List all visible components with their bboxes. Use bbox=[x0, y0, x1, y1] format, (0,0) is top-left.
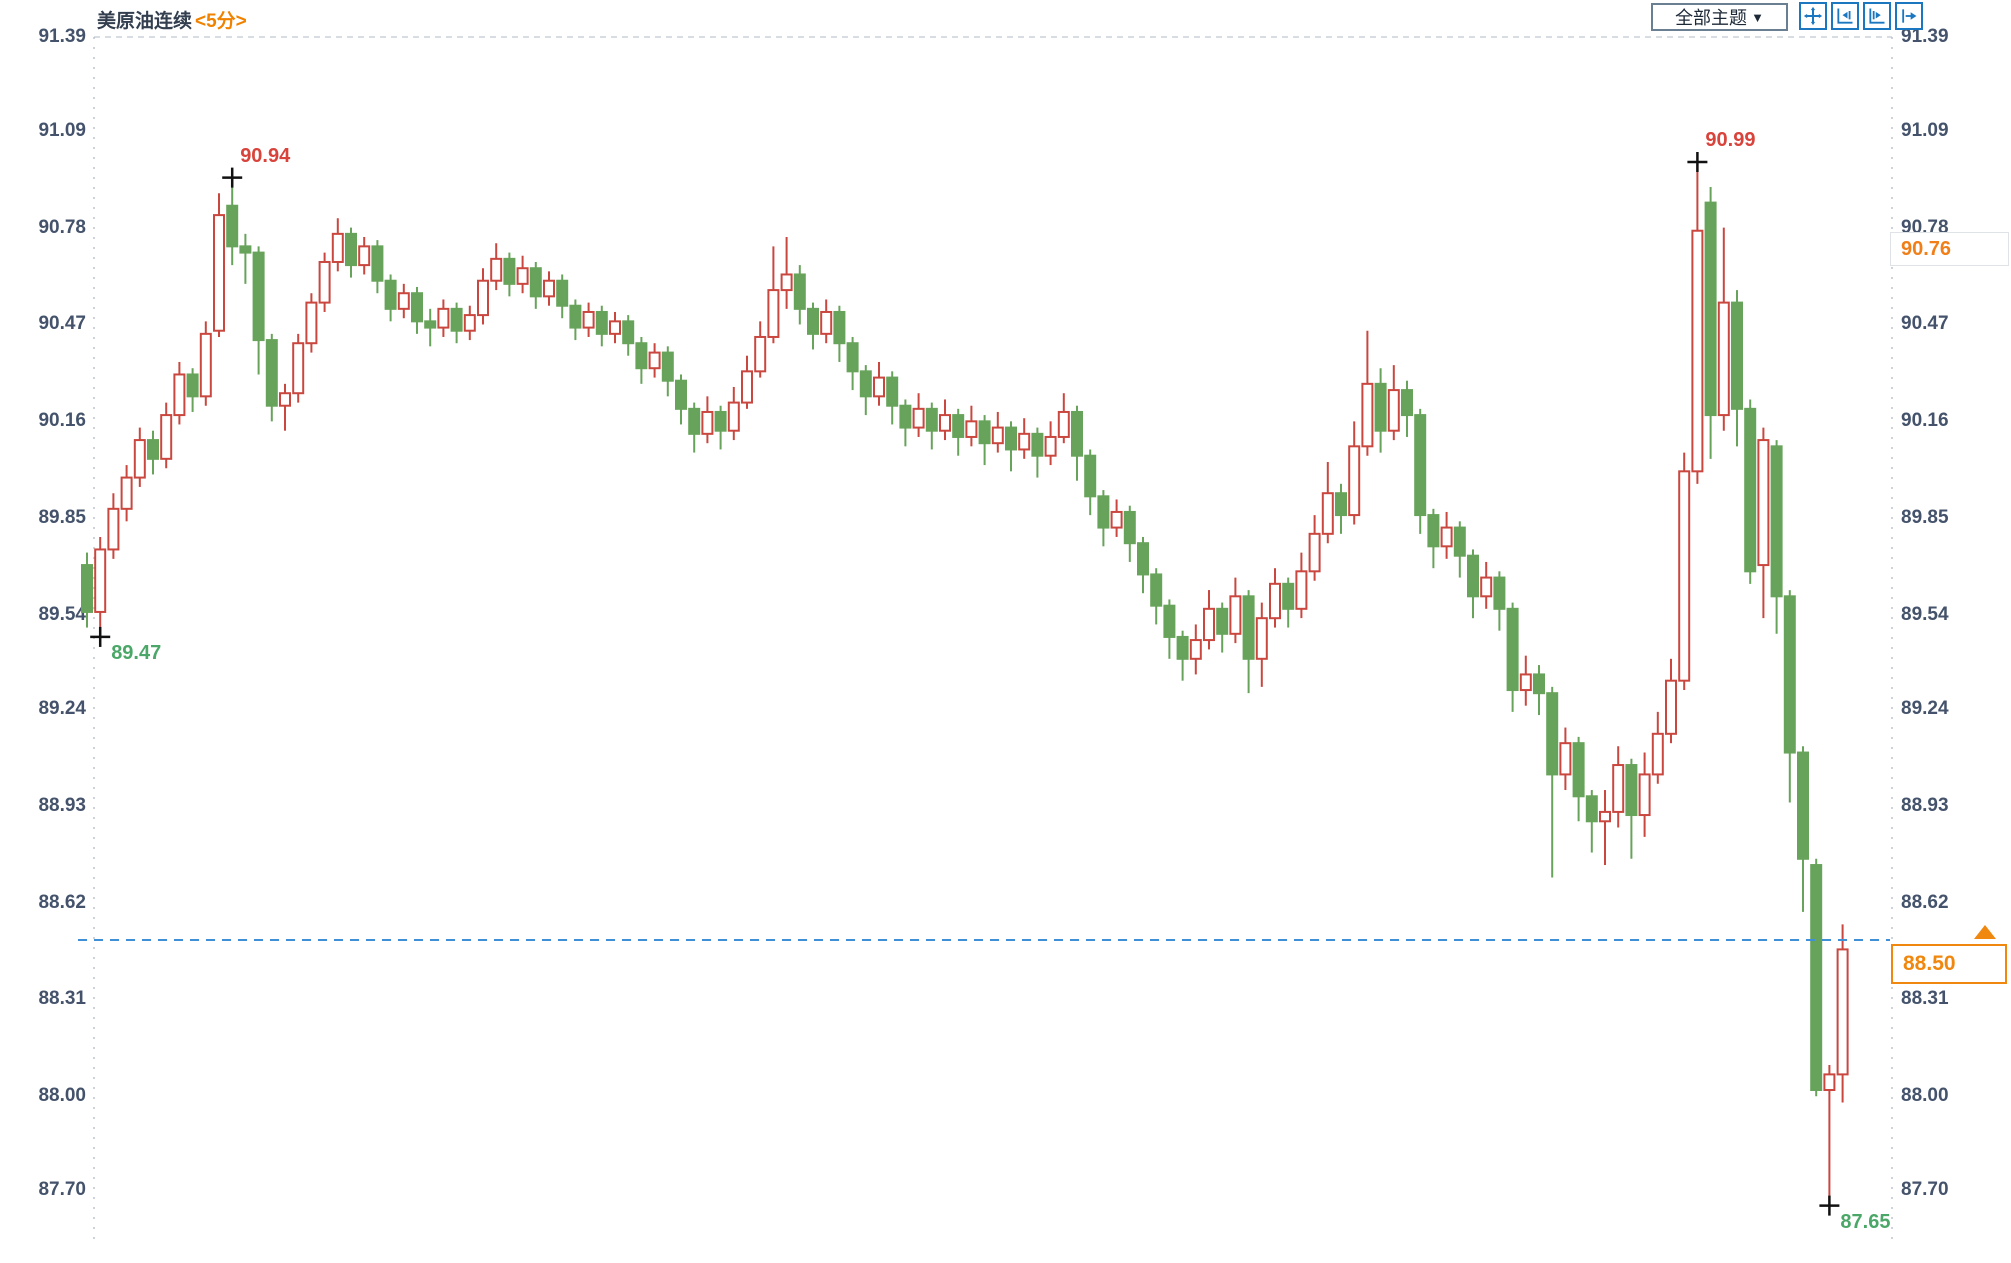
price-tick-label: 89.85 bbox=[38, 507, 86, 529]
compress-right-button[interactable] bbox=[1863, 2, 1891, 30]
crosshair-move-button[interactable] bbox=[1799, 2, 1827, 30]
chart-toolbar bbox=[1799, 2, 1923, 30]
price-tick-label: 90.47 bbox=[1901, 313, 1949, 335]
compress-left-button[interactable] bbox=[1831, 2, 1859, 30]
price-tick-label: 89.54 bbox=[1901, 604, 1949, 626]
last-price-flag: 88.50 bbox=[1891, 944, 2007, 985]
prev-close-label: 90.76 bbox=[1890, 231, 2009, 266]
price-tick-label: 91.09 bbox=[38, 119, 86, 141]
last-price-value: 88.50 bbox=[1903, 952, 1956, 976]
session-low-annotation: 89.47 bbox=[111, 641, 162, 664]
price-tick-label: 90.78 bbox=[38, 216, 86, 238]
price-tick-label: 91.39 bbox=[38, 26, 86, 47]
crosshair-move-icon bbox=[1803, 6, 1823, 26]
instrument-name: 美原油连续 bbox=[97, 11, 193, 32]
session-high2-annotation: 90.99 bbox=[1705, 128, 1756, 151]
price-tick-label: 88.00 bbox=[38, 1085, 86, 1107]
price-tick-label: 89.85 bbox=[1901, 507, 1949, 529]
price-tick-label: 88.93 bbox=[38, 794, 86, 816]
jump-to-latest-icon bbox=[1899, 6, 1919, 26]
prev-close-value: 90.76 bbox=[1901, 237, 1952, 260]
price-tick-label: 88.31 bbox=[1901, 988, 1949, 1010]
price-tick-label: 90.16 bbox=[1901, 410, 1949, 432]
session-high-annotation: 90.94 bbox=[240, 144, 291, 167]
price-tick-label: 87.70 bbox=[38, 1179, 86, 1200]
price-tick-label: 90.47 bbox=[38, 313, 86, 335]
price-tick-label: 89.54 bbox=[38, 604, 86, 626]
theme-selector-button[interactable]: 全部主题 ▼ bbox=[1651, 3, 1788, 31]
compress-right-icon bbox=[1867, 6, 1887, 26]
theme-selector-label: 全部主题 bbox=[1675, 8, 1748, 28]
price-tick-label: 88.62 bbox=[1901, 891, 1949, 913]
price-tick-label: 88.62 bbox=[38, 891, 86, 913]
price-tick-label: 88.31 bbox=[38, 988, 86, 1010]
price-tick-label: 91.09 bbox=[1901, 119, 1949, 141]
price-tick-label: 90.16 bbox=[38, 410, 86, 432]
session-low2-annotation: 87.65 bbox=[1840, 1210, 1891, 1233]
compress-left-icon bbox=[1835, 6, 1855, 26]
price-tick-label: 87.70 bbox=[1901, 1179, 1949, 1200]
dropdown-arrow-icon: ▼ bbox=[1751, 9, 1764, 25]
price-tick-label: 88.00 bbox=[1901, 1085, 1949, 1107]
chart-title: 美原油连续 <5分> bbox=[97, 6, 247, 33]
timeframe-label: <5分> bbox=[195, 11, 247, 32]
price-tick-label: 89.24 bbox=[1901, 697, 1949, 719]
price-tick-label: 88.93 bbox=[1901, 794, 1949, 816]
price-up-arrow-icon bbox=[1974, 925, 1996, 940]
price-tick-label: 89.24 bbox=[38, 697, 86, 719]
price-tick-label: 91.39 bbox=[1901, 26, 1949, 47]
jump-to-latest-button[interactable] bbox=[1895, 2, 1923, 30]
